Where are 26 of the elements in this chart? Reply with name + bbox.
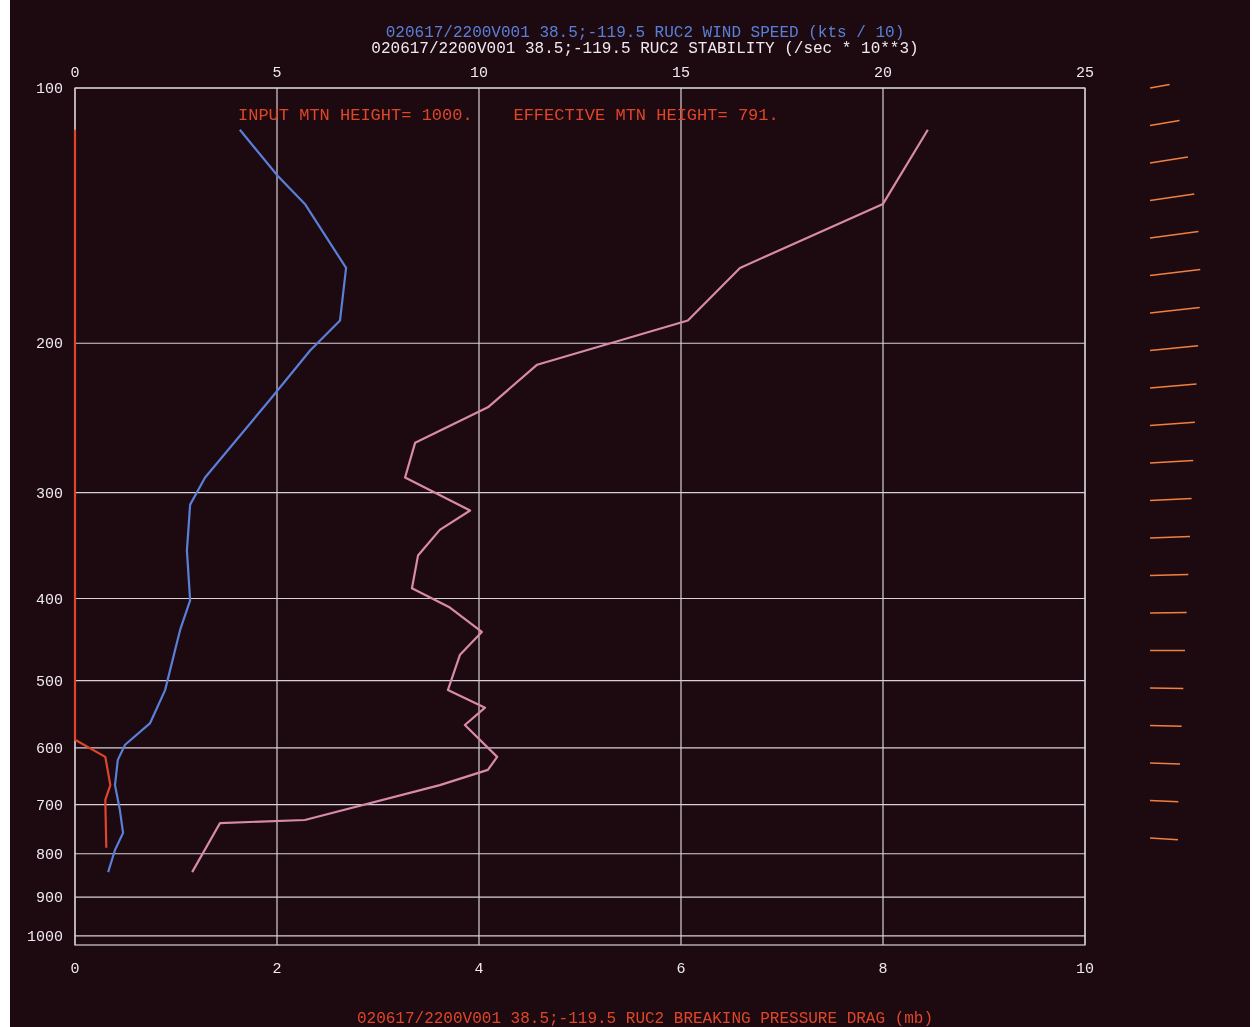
y-tick-label: 500 xyxy=(35,673,63,691)
y-tick-label: 900 xyxy=(35,890,63,908)
x-tick-label: 4 xyxy=(474,961,484,978)
x-tick-label: 10 xyxy=(1075,961,1095,978)
y-tick-label: 200 xyxy=(35,336,63,354)
x-tick-label: 8 xyxy=(878,961,888,978)
x2-tick-label: 10 xyxy=(469,65,489,82)
x-tick-label: 6 xyxy=(676,961,686,978)
x2-tick-label: 0 xyxy=(70,65,80,82)
y-tick-label: 300 xyxy=(35,485,63,503)
x2-tick-label: 5 xyxy=(272,65,282,82)
y-tick-label: 700 xyxy=(35,797,63,815)
y-tick-label: 800 xyxy=(35,846,63,864)
y-tick-label: 600 xyxy=(35,741,63,759)
y-tick-label: 1000 xyxy=(26,929,63,947)
x-tick-label: 2 xyxy=(272,961,282,978)
x2-tick-label: 20 xyxy=(873,65,893,82)
x-axis-title: 020617/2200V001 38.5;-119.5 RUC2 BREAKING PRESSURE DRAG (mb) xyxy=(356,1010,934,1027)
x-tick-label: 0 xyxy=(70,961,80,978)
x2-tick-label: 15 xyxy=(671,65,691,82)
chart-title: 020617/2200V001 38.5;-119.5 RUC2 WIND SPEED (kts / 10) xyxy=(385,24,905,42)
line-series xyxy=(73,128,112,849)
chart-subtitle: 020617/2200V001 38.5;-119.5 RUC2 STABILITY (/sec * 10**3) xyxy=(371,40,919,58)
x2-tick-label: 25 xyxy=(1075,65,1095,82)
y-tick-label: 100 xyxy=(35,81,63,99)
y-tick-label: 400 xyxy=(35,591,63,609)
